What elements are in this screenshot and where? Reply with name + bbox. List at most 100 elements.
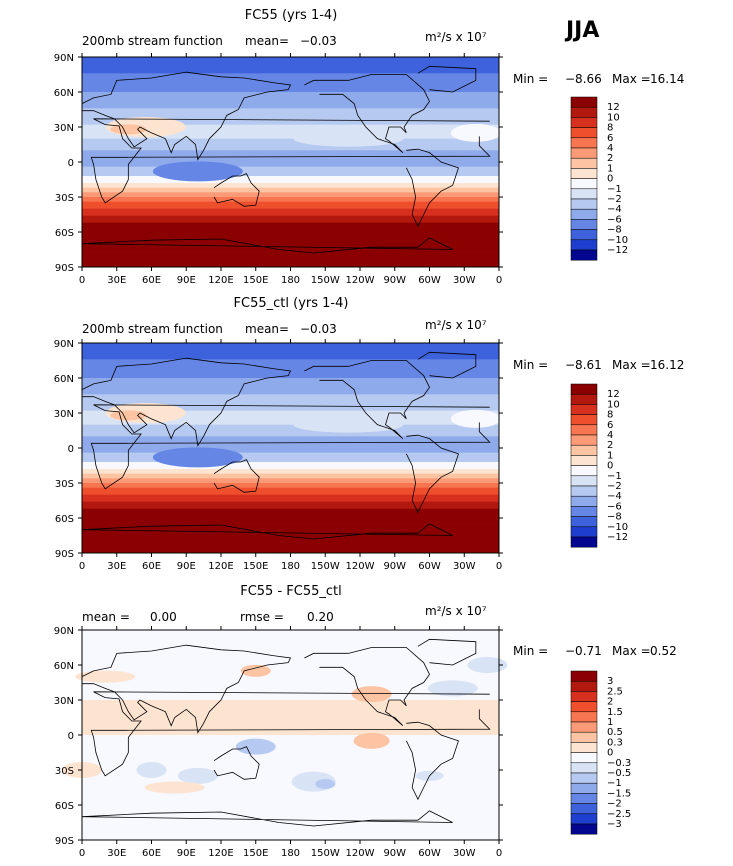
colorbar-label: 2 [607,440,613,451]
colorbar-swatch [570,465,598,477]
colorbar-swatch [570,691,598,702]
colorbar-label: 12 [607,102,620,113]
field-band [82,183,499,186]
field-band [82,665,499,668]
field-band [82,786,499,790]
anomaly-blob [240,664,271,677]
field-band [82,525,499,528]
colorbar-label: −6 [607,501,622,512]
field-band [82,380,499,384]
field-band [82,89,499,93]
field-band [82,120,499,123]
field-band [82,452,499,456]
field-band [82,714,499,717]
field-band [82,742,499,745]
field-band [82,709,499,713]
coastline [213,746,260,780]
colorbar-swatch [570,229,598,241]
field-band [82,466,499,470]
field-band [82,532,499,535]
field-band [82,206,499,210]
y-tick-label: 0 [68,158,74,169]
season-label: JJA [566,18,600,43]
x-tick-label: 90E [177,848,196,859]
field-band [82,478,499,482]
colorbar-label: 4 [607,143,613,154]
field-band [82,630,499,633]
anomaly-blob [353,732,390,749]
field-band [82,763,499,766]
field-band [82,401,499,405]
colorbar-swatch [570,198,598,210]
field-band [82,257,499,261]
field-band [82,417,499,421]
field-band [82,262,499,266]
field-band [82,354,499,358]
colorbar-label: 4 [607,430,613,441]
field-band [82,522,499,526]
anomaly-blob [351,686,392,703]
field-band [82,697,499,701]
field-band [82,746,499,750]
colorbar-swatch [570,208,598,220]
colorbar-label: 2.5 [607,686,623,697]
field-band [82,122,499,126]
field-band [82,702,499,706]
coastline [304,360,430,439]
colorbar-swatch [570,782,598,794]
colorbar-swatch [570,762,598,774]
field-band [82,807,499,811]
field-band [82,368,499,372]
x-tick-label: 0 [496,848,502,859]
field-band [82,550,499,554]
field-band [82,833,499,836]
field-band [82,501,499,505]
colorbar-label: −4 [607,204,622,215]
field-band [82,546,499,549]
colorbar-swatch [570,516,598,528]
field-band [82,197,499,200]
pacific-blob [293,416,404,433]
panel3-min-label: Min = [513,644,549,658]
field-band [82,159,499,163]
panel2-max-value: 16.12 [650,358,685,372]
y-tick-label: 60S [55,514,74,525]
field-band [82,352,499,356]
field-band [82,464,499,468]
x-tick-label: 150W [311,275,340,286]
field-band [82,812,499,815]
field-band [82,68,499,72]
field-band [82,690,499,694]
field-band [82,809,499,813]
field-band [82,662,499,666]
field-band [82,243,499,247]
colorbar-swatch [570,219,598,230]
field-band [82,408,499,412]
y-tick-label: 60N [54,661,74,672]
field-band [82,443,499,447]
field-band [82,511,499,514]
colorbar-swatch [570,414,598,426]
colorbar-swatch [570,813,598,825]
field-band [82,364,499,367]
colorbar-label: −12 [607,245,628,256]
colorbar-swatch [570,127,598,139]
field-band [82,485,499,489]
field-band [82,795,499,799]
colorbar-label: −10 [607,235,628,246]
colorbar-label: −1 [607,184,622,195]
y-tick-label: 30N [54,409,74,420]
field-band [82,788,499,792]
field-band [82,103,499,107]
field-band [82,171,499,175]
panel3-rmse-label: rmse = [240,610,284,624]
field-band [82,387,499,391]
field-band [82,732,499,736]
field-band [82,791,499,794]
y-tick-label: 90N [54,53,74,64]
field-band [82,772,499,776]
field-band [82,415,499,419]
anomaly-blob [427,680,478,697]
colorbar-label: 0.3 [607,737,623,748]
